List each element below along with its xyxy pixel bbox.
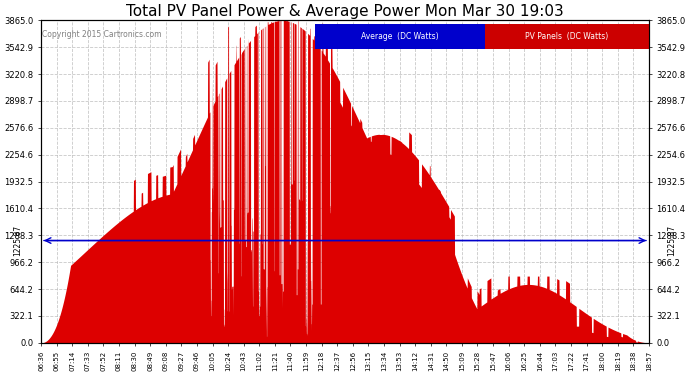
Text: Copyright 2015 Cartronics.com: Copyright 2015 Cartronics.com <box>41 30 161 39</box>
Text: 1225.87: 1225.87 <box>13 225 22 256</box>
Title: Total PV Panel Power & Average Power Mon Mar 30 19:03: Total PV Panel Power & Average Power Mon… <box>126 4 564 19</box>
Text: 1225.87: 1225.87 <box>668 225 677 256</box>
